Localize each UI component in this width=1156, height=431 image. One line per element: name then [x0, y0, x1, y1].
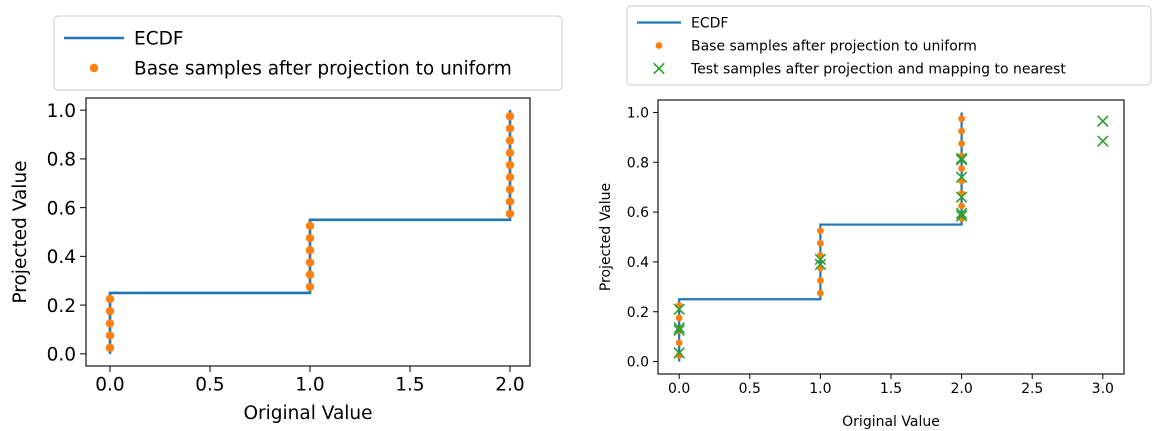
x-axis-label: Original Value	[842, 414, 940, 430]
y-tick-label: 1.0	[627, 105, 649, 121]
x-tick-label: 1.0	[809, 381, 831, 397]
ecdf-line	[678, 112, 963, 362]
base-sample-point	[305, 282, 315, 292]
y-tick-label: 0.6	[627, 205, 649, 221]
base-sample-point	[958, 165, 966, 172]
base-sample-point	[505, 148, 515, 158]
ecdf-line	[108, 110, 512, 354]
test-sample-point	[955, 154, 968, 166]
x-tick-label: 0.5	[739, 381, 761, 397]
x-tick-label: 2.5	[1021, 381, 1043, 397]
base-sample-point	[958, 140, 966, 147]
legend-label: Test samples after projection and mappin…	[690, 62, 1066, 78]
test-sample-point	[814, 258, 827, 271]
y-tick-label: 0.0	[627, 355, 649, 371]
base-sample-point	[958, 127, 966, 135]
test-sample-point	[1097, 115, 1109, 127]
base-sample-point	[105, 343, 115, 352]
x-tick-label: 1.5	[880, 381, 902, 397]
y-tick-label: 0.6	[47, 198, 76, 219]
chart-left: 0.0 0.5 1.0 1.5 2.0 0.0 0.2 0.4 0.6 0.8 1.0 Origina…	[10, 15, 563, 424]
base-sample-point	[816, 277, 824, 284]
test-sample-point	[1097, 135, 1109, 147]
legend-label: ECDF	[134, 29, 184, 50]
legend: ECDF Base samples after projection to uni…	[626, 5, 1152, 86]
base-sample-point	[105, 294, 115, 304]
base-sample-point	[505, 124, 515, 133]
series-test-samples	[673, 115, 1109, 359]
y-tick-label: 0.8	[627, 155, 649, 171]
legend-label: Base samples after projection to uniform	[134, 59, 512, 80]
test-sample-point	[814, 253, 827, 266]
base-sample-point	[816, 227, 824, 235]
legend: ECDF Base samples after projection to uni…	[53, 15, 563, 91]
base-sample-point	[505, 112, 515, 121]
y-tick-label: 0.4	[627, 255, 649, 271]
y-tick-label: 0.2	[627, 305, 649, 321]
base-sample-point	[305, 270, 315, 279]
base-sample-point	[305, 258, 315, 267]
plot-frame	[85, 97, 531, 367]
legend-base-swatch	[655, 42, 663, 49]
x-tick-label: 0.0	[95, 375, 124, 396]
y-tick-label: 0.8	[47, 150, 76, 171]
legend-base-swatch	[89, 63, 99, 73]
x-tick-label: 3.0	[1092, 381, 1114, 397]
test-sample-point	[955, 210, 968, 222]
series-ecdf	[678, 112, 963, 362]
legend-label: Base samples after projection to uniform	[691, 39, 977, 55]
test-sample-point	[673, 303, 685, 316]
test-sample-point	[673, 322, 685, 334]
series-ecdf	[108, 110, 512, 354]
test-sample-point	[955, 152, 968, 165]
base-sample-point	[105, 306, 115, 316]
base-sample-point	[958, 115, 966, 123]
chart-right: 0.0 0.5 1.0 1.5 2.0 2.5 3.0 0.0 0.2 0.4 0.6 0.8 1.0 O…	[598, 5, 1152, 430]
y-tick-label: 0.2	[47, 296, 76, 317]
legend-label: ECDF	[691, 16, 728, 32]
base-sample-point	[675, 339, 683, 347]
test-sample-point	[955, 207, 968, 220]
base-sample-point	[105, 331, 115, 340]
x-tick-label: 0.0	[668, 381, 690, 397]
base-sample-point	[305, 246, 315, 255]
legend-box	[53, 15, 563, 91]
base-sample-point	[505, 197, 515, 206]
y-axis-label: Projected Value	[598, 183, 614, 291]
plot-frame	[657, 99, 1125, 375]
base-sample-point	[675, 314, 683, 322]
base-sample-point	[305, 233, 315, 243]
y-tick-label: 0.0	[47, 344, 76, 365]
y-tick-label: 0.4	[47, 247, 76, 268]
legend-box	[626, 5, 1152, 86]
x-tick-label: 1.5	[395, 375, 424, 396]
legend-test-swatch	[653, 62, 665, 75]
test-sample-point	[955, 191, 968, 203]
x-tick-label: 1.0	[295, 375, 324, 396]
base-sample-point	[305, 221, 315, 231]
base-sample-point	[816, 289, 824, 297]
x-tick-label: 2.0	[495, 375, 524, 396]
test-sample-point	[673, 347, 685, 359]
series-base-samples	[105, 112, 515, 352]
test-sample-point	[673, 324, 685, 337]
base-sample-point	[505, 172, 515, 182]
base-sample-point	[505, 136, 515, 145]
x-tick-label: 2.0	[950, 381, 972, 397]
base-sample-point	[958, 202, 966, 210]
test-sample-point	[955, 171, 968, 183]
base-sample-point	[816, 239, 824, 247]
y-tick-label: 1.0	[47, 101, 76, 122]
base-sample-point	[505, 160, 515, 170]
base-sample-point	[505, 209, 515, 218]
y-axis-label: Projected Value	[10, 160, 31, 303]
base-sample-point	[105, 319, 115, 328]
x-tick-label: 0.5	[195, 375, 224, 396]
base-sample-point	[505, 185, 515, 194]
x-axis-label: Original Value	[243, 403, 372, 424]
